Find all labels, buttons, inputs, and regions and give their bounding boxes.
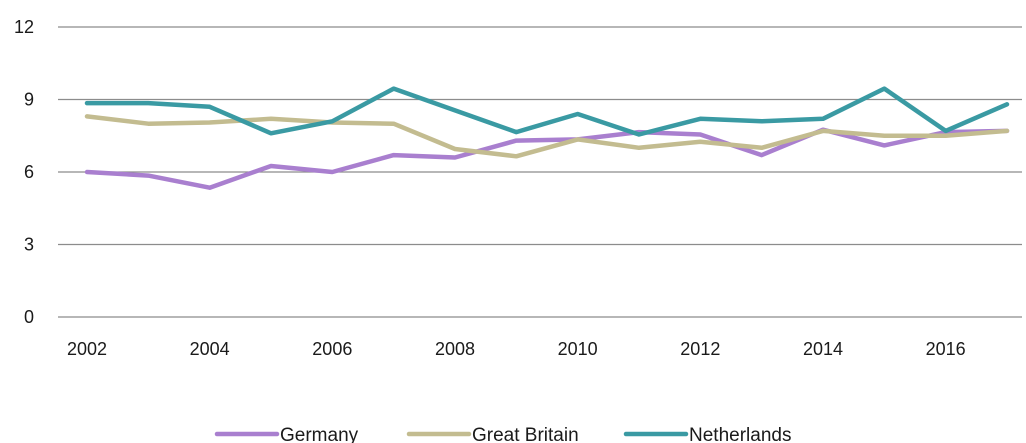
x-tick-label: 2002 <box>67 339 107 359</box>
legend-item-germany: Germany <box>214 425 359 443</box>
y-tick-label: 12 <box>14 17 34 37</box>
y-axis-ticks: 0 3 6 9 12 <box>14 17 34 327</box>
legend: Germany Great Britain Netherlands <box>214 425 791 443</box>
x-tick-label: 2014 <box>803 339 843 359</box>
x-tick-label: 2004 <box>190 339 230 359</box>
x-tick-label: 2008 <box>435 339 475 359</box>
legend-label: Great Britain <box>472 425 579 443</box>
y-tick-label: 6 <box>24 162 34 182</box>
legend-item-netherlands: Netherlands <box>623 425 791 443</box>
x-axis-ticks: 2002 2004 2006 2008 2010 2012 2014 2016 <box>67 339 966 359</box>
series-line-netherlands <box>84 86 1010 137</box>
series-lines <box>84 86 1010 190</box>
x-tick-label: 2016 <box>926 339 966 359</box>
legend-label: Netherlands <box>689 425 791 443</box>
x-tick-label: 2010 <box>558 339 598 359</box>
legend-item-great-britain: Great Britain <box>406 425 579 443</box>
gridlines <box>58 26 1022 318</box>
y-tick-label: 0 <box>24 307 34 327</box>
series-line-germany <box>84 127 1010 190</box>
y-tick-label: 9 <box>24 90 34 110</box>
legend-label: Germany <box>280 425 359 443</box>
y-tick-label: 3 <box>24 235 34 255</box>
x-tick-label: 2006 <box>312 339 352 359</box>
x-tick-label: 2012 <box>680 339 720 359</box>
